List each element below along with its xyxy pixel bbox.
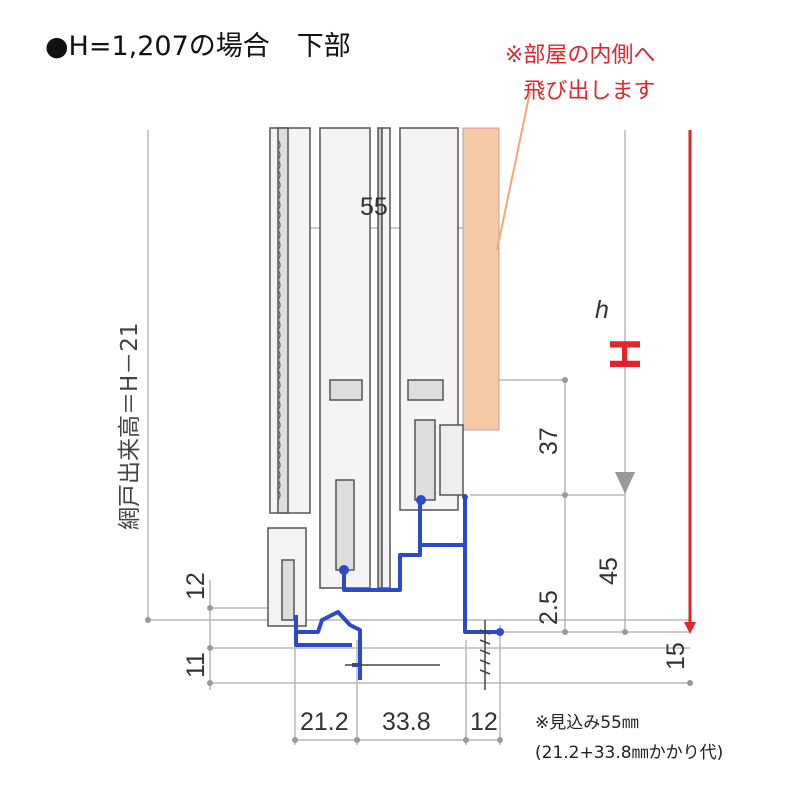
diagram-title: ●H=1,207の場合 下部: [45, 31, 351, 62]
dim-37: 37: [535, 427, 563, 455]
H-label: H: [601, 338, 650, 370]
screw-icon: [345, 620, 491, 690]
inside-note-line2: 飛び出します: [523, 79, 656, 104]
h-label: h: [595, 296, 609, 324]
dim-12-left: 12: [182, 572, 210, 600]
inside-note-line1: ※部屋の内側へ: [505, 43, 656, 68]
H-arrow-icon: [684, 622, 696, 634]
footnote-line2: (21.2+33.8㎜かかり代): [535, 743, 724, 763]
dim-55: 55: [360, 193, 388, 221]
dim-12-bottom: 12: [470, 708, 498, 736]
dim-33-8: 33.8: [382, 708, 431, 736]
screen-mesh-pile: [277, 139, 281, 501]
h-arrow-icon: [615, 472, 635, 494]
dim-15: 15: [662, 642, 690, 670]
inside-note: ※部屋の内側へ 飛び出します: [505, 38, 655, 110]
sash-profiles: [267, 127, 464, 627]
dim-2-5: 2.5: [535, 590, 563, 625]
leader-line: [496, 91, 531, 251]
retrofit-frame[interactable]: [294, 497, 500, 680]
screen-height-label: 網戸出来高＝H－21: [117, 322, 143, 530]
footnote: ※見込み55㎜ (21.2+33.8㎜かかり代): [535, 708, 723, 768]
wood-trim: [462, 127, 500, 431]
footnote-line1: ※見込み55㎜: [535, 713, 639, 733]
dim-21-2: 21.2: [300, 708, 349, 736]
frame-joints: [339, 494, 504, 636]
dim-11: 11: [182, 652, 210, 678]
dim-45: 45: [595, 557, 623, 585]
